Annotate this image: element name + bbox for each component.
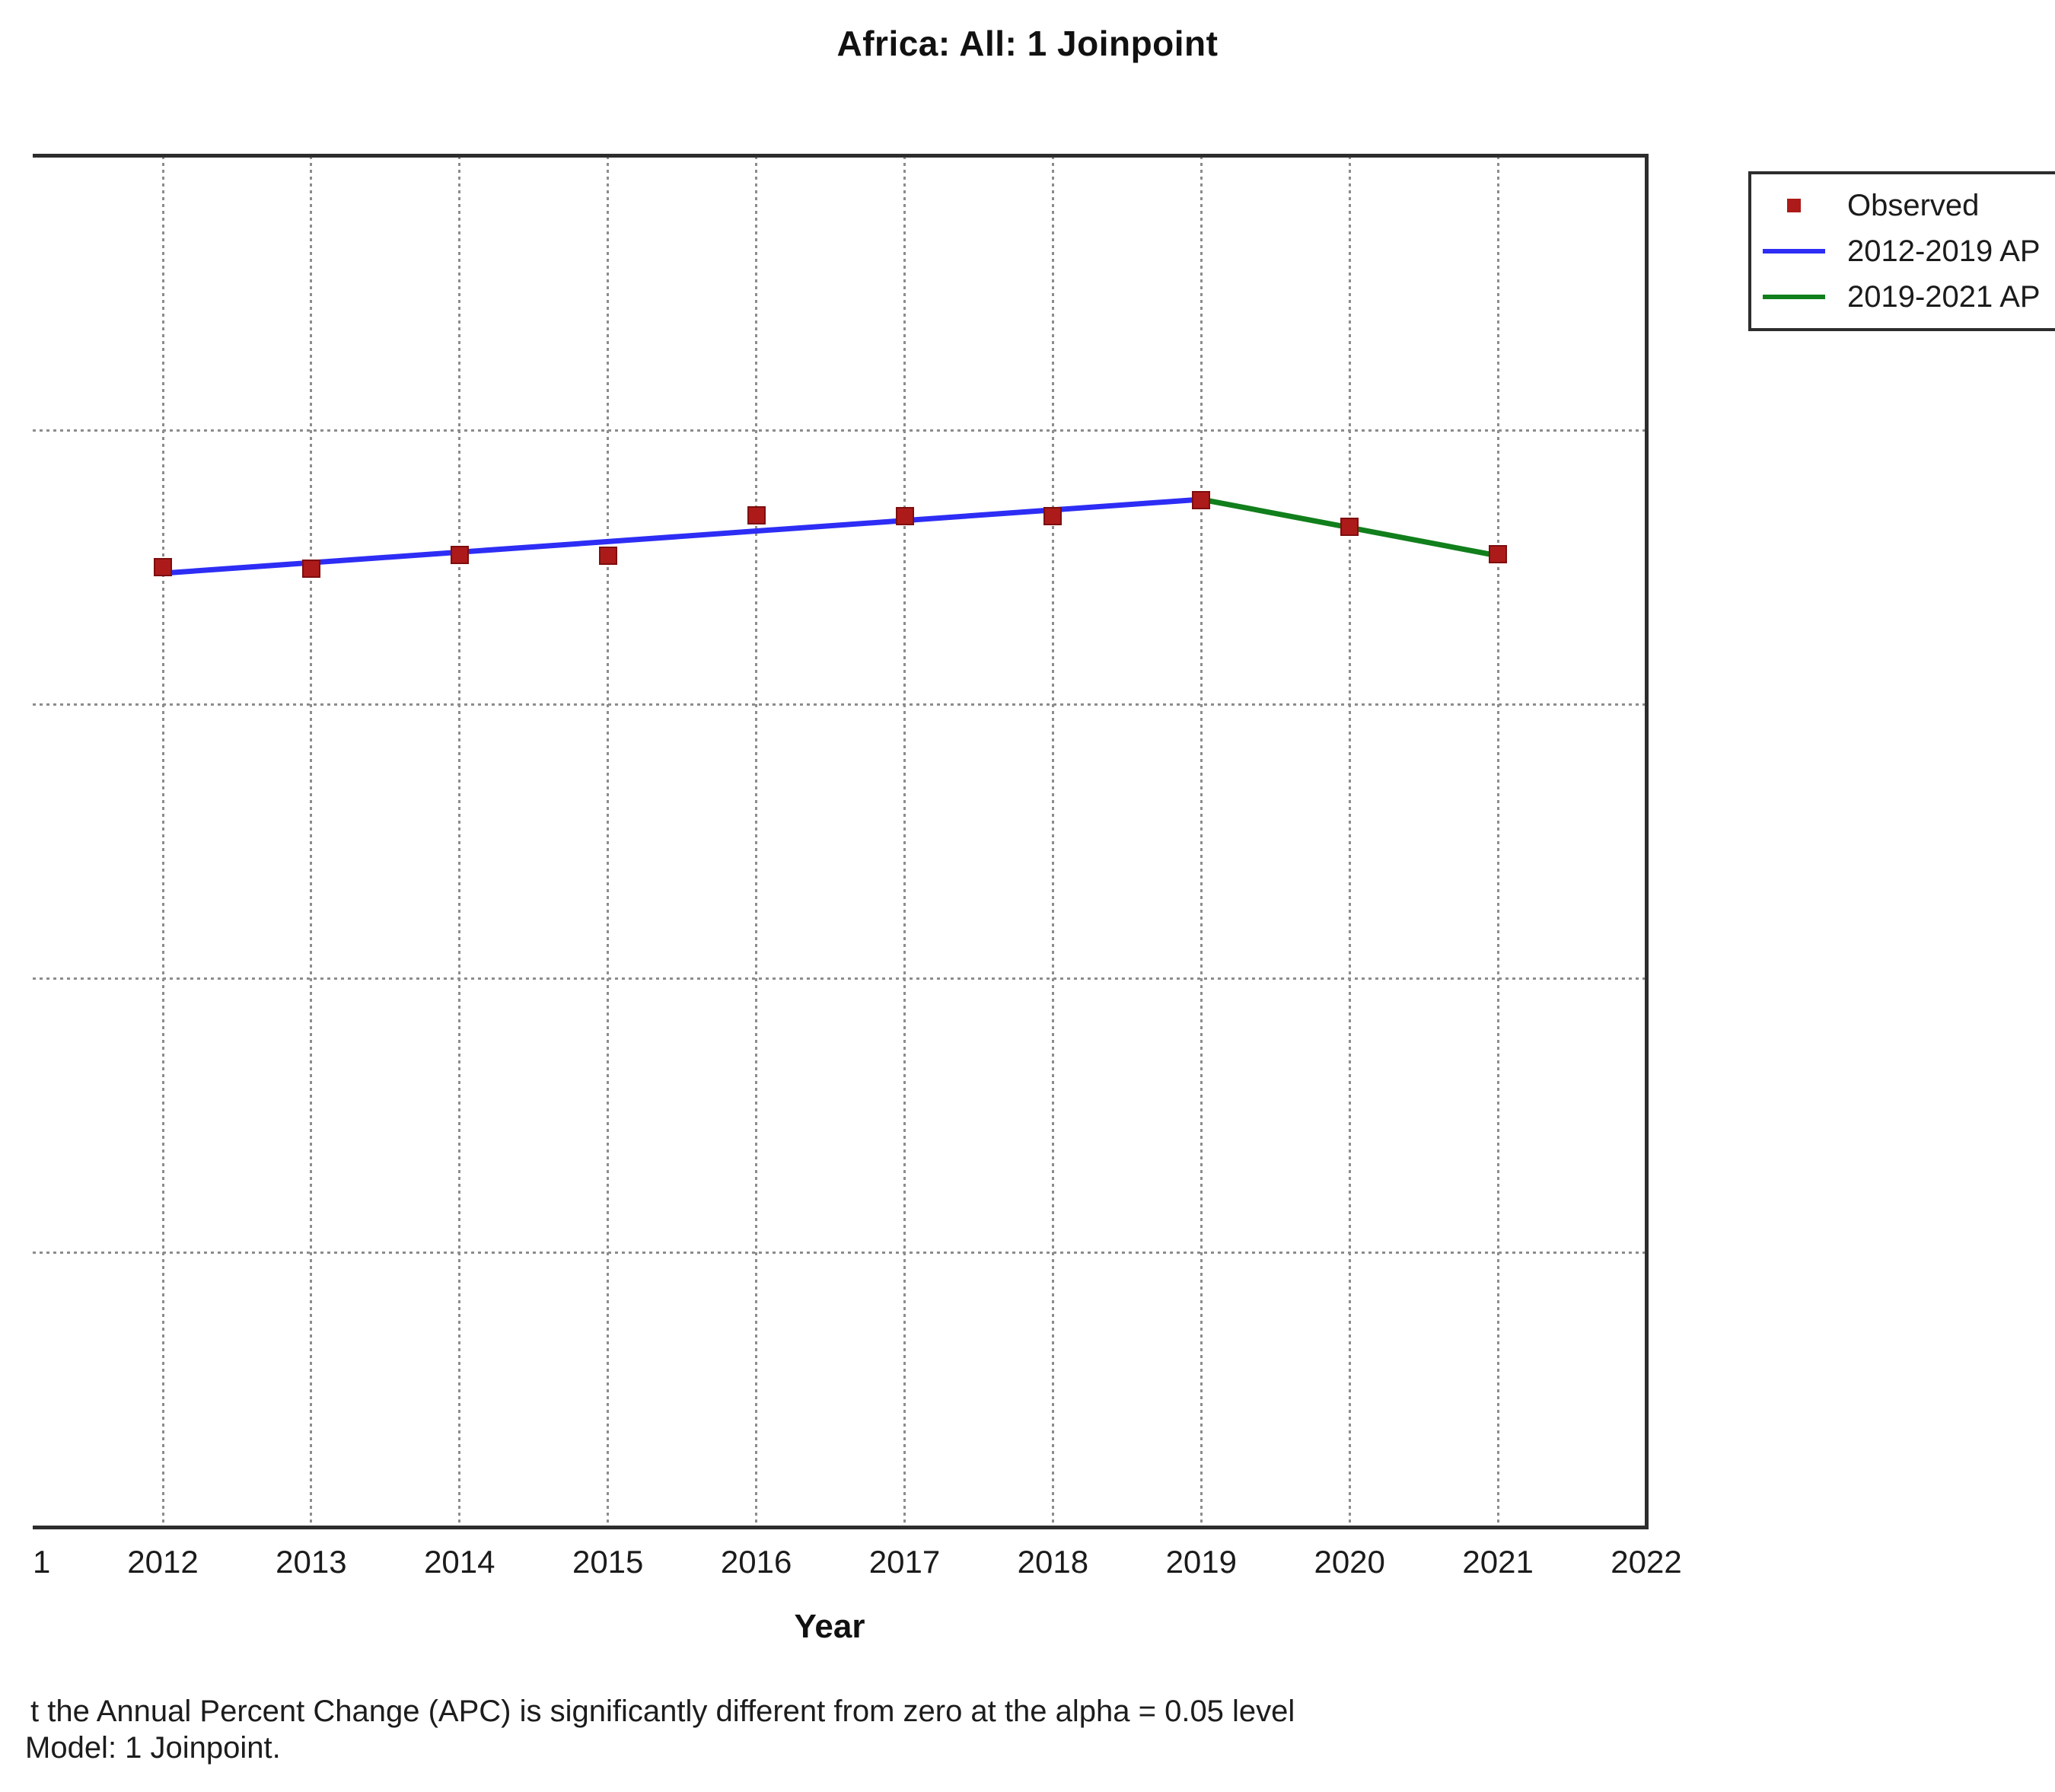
legend-swatch-cell — [1751, 249, 1837, 253]
y-gridline-3 — [33, 977, 1646, 980]
x-gridline-2016 — [755, 156, 758, 1527]
legend-item-segment-2012-2019: 2012-2019 AP — [1751, 228, 2055, 274]
x-gridline-2015 — [607, 156, 610, 1527]
observed-point-2014 — [450, 546, 469, 564]
x-tick-label-2022: 2022 — [1611, 1544, 1682, 1580]
x-axis-label: Year — [794, 1608, 865, 1645]
x-gridline-2019 — [1200, 156, 1203, 1527]
footnote-apc-significance: t the Annual Percent Change (APC) is sig… — [30, 1695, 1295, 1728]
x-gridline-2021 — [1496, 156, 1499, 1527]
observed-point-2020 — [1340, 518, 1359, 536]
x-tick-label-2016: 2016 — [720, 1544, 792, 1580]
x-tick-label-1: 1 — [33, 1544, 51, 1580]
x-gridline-2018 — [1051, 156, 1054, 1527]
x-gridline-2020 — [1348, 156, 1351, 1527]
legend-item-segment-2019-2021: 2019-2021 AP — [1751, 274, 2055, 320]
observed-point-2017 — [895, 507, 914, 525]
x-tick-label-2015: 2015 — [572, 1544, 644, 1580]
observed-point-2013 — [301, 560, 320, 578]
x-tick-label-2019: 2019 — [1165, 1544, 1238, 1580]
observed-point-2018 — [1043, 507, 1063, 525]
observed-point-2012 — [154, 558, 172, 576]
y-gridline-1 — [33, 429, 1646, 432]
footnote-model: Model: 1 Joinpoint. — [25, 1731, 281, 1765]
legend-item-observed: Observed — [1751, 183, 2055, 228]
green-line-swatch-icon — [1763, 295, 1825, 299]
observed-point-2021 — [1489, 545, 1508, 563]
x-tick-label-2020: 2020 — [1314, 1544, 1385, 1580]
chart-title: Africa: All: 1 Joinpoint — [836, 24, 1219, 63]
observed-point-2019 — [1192, 491, 1211, 509]
trend-line-layer — [162, 496, 1499, 576]
x-gridline-2017 — [903, 156, 906, 1527]
y-gridline-4 — [33, 1252, 1646, 1255]
observed-point-2016 — [747, 506, 766, 525]
x-tick-label-2012: 2012 — [127, 1544, 199, 1580]
trend-segment-2012-2019 — [162, 496, 1202, 576]
x-tick-label-2017: 2017 — [868, 1544, 941, 1580]
plot-area — [33, 156, 1646, 1527]
x-tick-label-2021: 2021 — [1462, 1544, 1534, 1580]
legend-label-segment-2019-2021: 2019-2021 AP — [1847, 279, 2041, 314]
legend-label-observed: Observed — [1847, 188, 1980, 222]
x-gridline-2013 — [310, 156, 313, 1527]
x-gridline-2014 — [458, 156, 461, 1527]
legend-swatch-cell — [1751, 199, 1837, 212]
x-tick-label-2018: 2018 — [1017, 1544, 1089, 1580]
y-gridline-2 — [33, 703, 1646, 706]
legend-box: Observed 2012-2019 AP 2019-2021 AP — [1748, 171, 2055, 331]
x-gridline-2012 — [161, 156, 164, 1527]
blue-line-swatch-icon — [1763, 249, 1825, 253]
observed-point-2015 — [598, 547, 617, 565]
legend-swatch-cell — [1751, 295, 1837, 299]
x-tick-label-2014: 2014 — [424, 1544, 495, 1580]
x-tick-label-2013: 2013 — [276, 1544, 347, 1580]
legend-label-segment-2012-2019: 2012-2019 AP — [1847, 234, 2041, 268]
observed-square-marker-icon — [1787, 199, 1801, 212]
